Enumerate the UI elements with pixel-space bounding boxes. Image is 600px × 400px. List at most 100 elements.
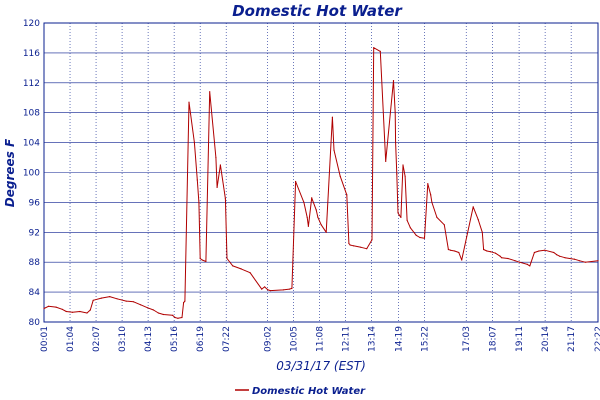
data-point [360,246,362,248]
data-point [125,300,127,302]
data-point [311,197,313,199]
x-tick-label: 13:14 [368,326,378,352]
data-point [538,250,540,252]
y-tick-label: 112 [23,79,40,89]
data-point [162,313,164,316]
data-point [409,227,411,229]
data-point [303,201,305,203]
data-point [402,164,404,166]
data-point [529,265,531,267]
data-point [404,175,406,177]
data-point [371,239,373,241]
data-point [477,219,479,221]
data-point [526,263,529,265]
data-point [449,249,452,251]
x-axis-label: 03/31/17 (EST) [276,359,366,373]
data-point [392,80,395,82]
data-point [427,183,429,185]
x-tick-labels: 00:01 01:04 02:07 03:10 04:13 05:16 06:19 07:22… [40,326,600,352]
x-tick-label: 02:07 [92,326,102,352]
x-tick-label: 07:22 [222,326,232,352]
data-point [315,209,317,211]
x-tick-label: 22:22 [594,326,600,352]
x-tick-label: 19:11 [515,326,525,352]
data-point [325,231,327,233]
data-point [349,244,351,246]
data-point [461,259,463,261]
data-point [507,257,509,260]
data-point [109,296,111,298]
data-point [184,300,186,302]
data-point [205,260,207,263]
data-point [458,251,460,254]
data-point [307,225,309,227]
data-point [288,288,290,290]
data-point [483,248,485,251]
data-point [584,261,586,263]
data-point [183,302,185,304]
y-tick-label: 120 [23,19,40,29]
data-point [140,304,142,306]
data-point [65,310,67,313]
data-point [339,175,341,177]
data-point [597,260,599,262]
data-point [533,251,536,254]
x-tick-label: 18:07 [489,326,499,352]
data-point [89,309,91,311]
data-point [518,261,521,263]
x-tick-label: 17:03 [462,326,472,352]
data-point [398,214,400,216]
data-point [198,201,200,203]
data-point [348,242,350,245]
data-point [454,250,456,252]
y-tick-label: 108 [23,109,40,119]
data-point [224,198,226,200]
data-point [559,255,561,257]
data-point [373,47,375,49]
data-point [188,101,190,103]
data-point [578,260,581,262]
data-point [181,316,183,319]
data-point [291,287,293,289]
data-point [499,255,501,257]
data-point [397,212,399,214]
data-point [226,257,228,260]
data-point [490,251,492,253]
data-point [415,234,417,236]
x-tick-label: 10:05 [290,326,300,352]
data-point [379,50,381,53]
data-point [157,312,159,314]
data-point [215,156,217,159]
data-point [501,257,503,259]
data-point [116,298,118,300]
x-tick-label: 14:19 [394,326,404,352]
y-tick-label: 100 [23,169,40,179]
data-point [530,261,532,263]
data-point [352,245,354,247]
data-point [481,231,483,233]
data-point [419,236,421,239]
axes [43,22,599,323]
data-point [406,219,408,221]
x-tick-label: 01:04 [66,326,76,352]
data-point [423,237,426,239]
data-point [436,216,438,218]
data-point [92,299,94,301]
data-point [174,316,176,319]
y-tick-label: 92 [29,228,40,238]
y-tick-label: 80 [29,318,41,328]
data-point [306,216,308,218]
data-point [193,142,195,144]
x-tick-label: 09:02 [264,326,274,352]
data-point [264,286,266,288]
data-point [61,308,63,310]
x-tick-label: 06:19 [196,326,206,352]
data-point [86,312,88,314]
x-tick-label: 20:14 [541,326,551,352]
data-point [196,179,198,181]
x-tick-label: 05:16 [170,326,180,352]
data-point [71,311,74,313]
data-point [366,248,368,250]
data-point [395,142,397,144]
x-tick-label: 00:01 [40,326,50,352]
